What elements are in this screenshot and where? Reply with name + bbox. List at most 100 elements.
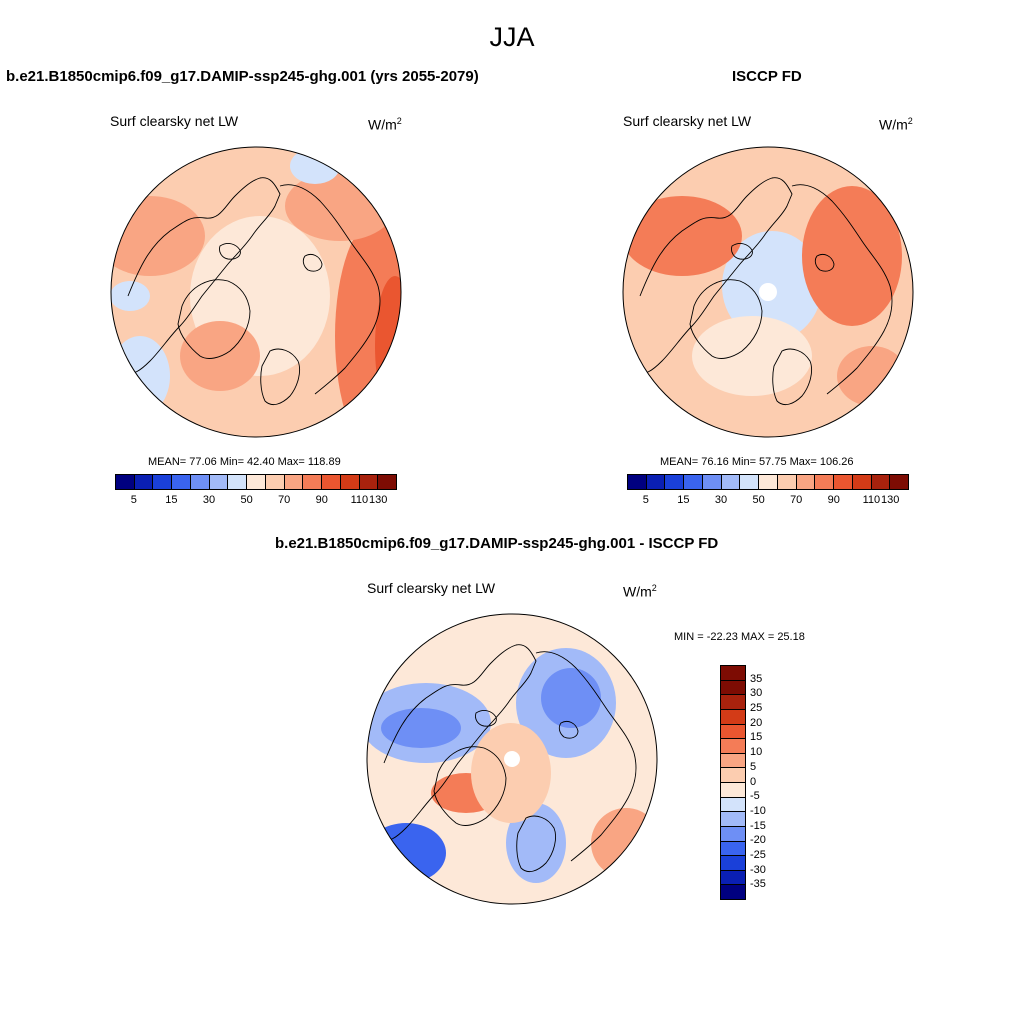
colorbar-swatch bbox=[303, 475, 323, 489]
colorbar-swatch bbox=[871, 475, 891, 489]
colorbar-swatch bbox=[665, 475, 685, 489]
coastline bbox=[177, 279, 251, 359]
colorbar-swatch bbox=[721, 885, 745, 899]
colorbar-tick-label: 30 bbox=[202, 494, 216, 506]
colorbar-tick-label: 25 bbox=[750, 702, 763, 715]
colorbar-swatch bbox=[721, 475, 741, 489]
colorbar-swatch bbox=[721, 666, 745, 681]
colorbar-swatch bbox=[322, 475, 341, 489]
colorbar-tick-label: 35 bbox=[750, 672, 763, 685]
map-boundary bbox=[366, 613, 658, 905]
figure-season-title: JJA bbox=[489, 22, 535, 52]
colorbar-tick-label: 50 bbox=[752, 494, 765, 506]
field-region bbox=[471, 723, 551, 823]
colorbar-tick-label: 90 bbox=[827, 494, 840, 506]
colorbar-tick-label: 15 bbox=[677, 494, 690, 506]
colorbar-tick-label: 50 bbox=[240, 494, 253, 506]
field-region bbox=[381, 708, 461, 748]
field-region bbox=[623, 196, 742, 276]
colorbar-tick-label: 15 bbox=[750, 731, 763, 744]
colorbar-swatch bbox=[684, 475, 703, 489]
panel2-units: W/m2 bbox=[879, 116, 913, 133]
colorbar-swatch bbox=[721, 724, 745, 740]
coastline bbox=[772, 348, 813, 406]
field-region bbox=[541, 668, 601, 728]
panel3-polar-map bbox=[366, 613, 658, 905]
colorbar-swatch bbox=[721, 841, 745, 857]
coastline bbox=[791, 184, 893, 395]
colorbar-tick-label: 110 bbox=[862, 494, 881, 506]
colorbar-swatch bbox=[153, 475, 173, 489]
panel2-case-title: ISCCP FD bbox=[732, 68, 802, 85]
colorbar-swatch bbox=[721, 812, 745, 827]
colorbar-swatch bbox=[628, 475, 647, 489]
coastline bbox=[433, 746, 507, 826]
colorbar-swatch bbox=[721, 783, 745, 798]
colorbar-swatch bbox=[721, 797, 745, 813]
coastline bbox=[535, 651, 637, 862]
panel1-colorbar-labels: 5 15 30 50 70 90 110 130 bbox=[115, 494, 397, 508]
panel2-colorbar-labels: 5 15 30 50 70 90 110 130 bbox=[627, 494, 909, 508]
colorbar-swatch bbox=[721, 826, 745, 842]
colorbar-swatch bbox=[172, 475, 191, 489]
colorbar-swatch bbox=[759, 475, 778, 489]
panel1-stats: MEAN= 77.06 Min= 42.40 Max= 118.89 bbox=[148, 456, 341, 468]
panel1-units: W/m2 bbox=[368, 116, 402, 133]
panel3-units: W/m2 bbox=[623, 583, 657, 600]
colorbar-swatch bbox=[134, 475, 154, 489]
coastline bbox=[689, 279, 763, 359]
field-region bbox=[285, 171, 395, 241]
colorbar-swatch bbox=[116, 475, 135, 489]
coastline bbox=[731, 243, 753, 260]
coastline bbox=[475, 710, 497, 727]
panel3-variable-label: Surf clearsky net LW bbox=[367, 580, 496, 596]
coastline bbox=[516, 815, 557, 873]
field-region bbox=[837, 346, 907, 406]
colorbar-tick-label: 30 bbox=[750, 687, 763, 700]
colorbar-swatch bbox=[815, 475, 835, 489]
colorbar-swatch bbox=[721, 856, 745, 871]
colorbar-swatch bbox=[721, 739, 745, 754]
panel1-colorbar bbox=[115, 474, 397, 490]
colorbar-swatch bbox=[190, 475, 210, 489]
panel3-colorbar-labels: 35 30 25 20 15 10 5 0 -5 -10 -15 -20 -25 -30 -35 bbox=[750, 665, 790, 900]
colorbar-swatch bbox=[646, 475, 666, 489]
colorbar-tick-label: 5 bbox=[130, 494, 137, 506]
colorbar-swatch bbox=[721, 680, 745, 696]
colorbar-tick-label: 15 bbox=[165, 494, 178, 506]
colorbar-tick-label: 5 bbox=[642, 494, 649, 506]
field-region bbox=[367, 823, 446, 883]
colorbar-tick-label: 20 bbox=[750, 716, 763, 729]
field-region bbox=[111, 281, 150, 311]
colorbar-swatch bbox=[740, 475, 760, 489]
colorbar-swatch bbox=[796, 475, 816, 489]
colorbar-swatch bbox=[721, 709, 745, 725]
colorbar-tick-label: 110 bbox=[350, 494, 369, 506]
coastline bbox=[302, 253, 323, 272]
colorbar-swatch bbox=[265, 475, 285, 489]
colorbar-swatch bbox=[284, 475, 304, 489]
coastline bbox=[558, 720, 579, 739]
field-region bbox=[692, 316, 812, 396]
panel2-variable-label: Surf clearsky net LW bbox=[623, 113, 752, 129]
coastline bbox=[219, 243, 241, 260]
colorbar-tick-label: 90 bbox=[315, 494, 328, 506]
panel1-polar-map bbox=[110, 146, 402, 438]
colorbar-tick-label: 70 bbox=[278, 494, 291, 506]
colorbar-swatch bbox=[721, 870, 745, 886]
colorbar-swatch bbox=[702, 475, 722, 489]
colorbar-swatch bbox=[721, 768, 745, 783]
colorbar-tick-label: 70 bbox=[790, 494, 803, 506]
coastline bbox=[260, 348, 301, 406]
colorbar-swatch bbox=[852, 475, 872, 489]
colorbar-tick-label: 5 bbox=[750, 760, 757, 773]
colorbar-swatch bbox=[777, 475, 797, 489]
colorbar-swatch bbox=[890, 475, 909, 489]
panel3-case-title: b.e21.B1850cmip6.f09_g17.DAMIP-ssp245-gh… bbox=[275, 535, 719, 552]
colorbar-tick-label: -15 bbox=[750, 819, 766, 832]
colorbar-tick-label: -30 bbox=[750, 863, 766, 876]
field-region bbox=[506, 803, 566, 883]
colorbar-swatch bbox=[340, 475, 360, 489]
panel1-case-title: b.e21.B1850cmip6.f09_g17.DAMIP-ssp245-gh… bbox=[6, 68, 479, 85]
map-boundary bbox=[110, 146, 402, 438]
